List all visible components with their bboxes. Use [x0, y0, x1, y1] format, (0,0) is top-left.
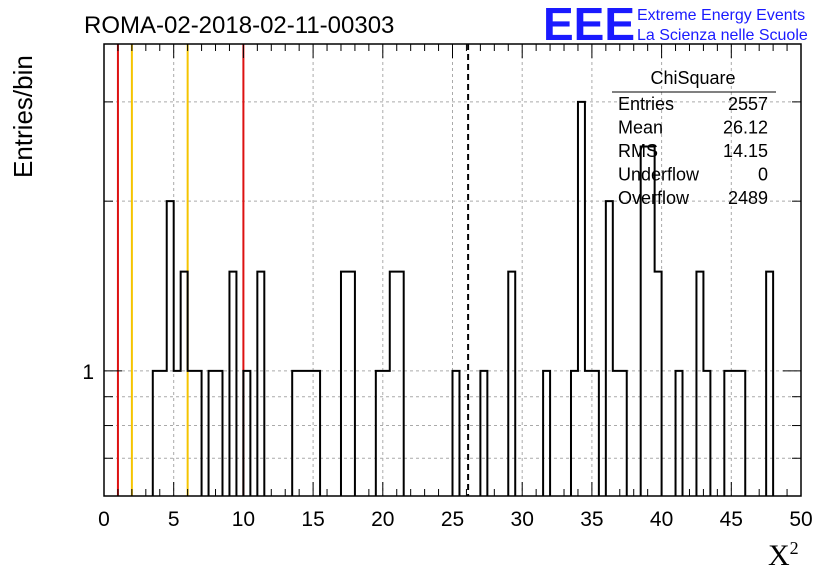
x-tick-label: 10	[232, 508, 255, 531]
x-axis-title-base: X	[768, 539, 790, 572]
stats-title: ChiSquare	[650, 68, 735, 88]
stats-box: ChiSquare Entries 2557 Mean 26.12 RMS 14.15 Un…	[612, 68, 776, 208]
stats-label: Underflow	[618, 165, 700, 185]
stats-label: Entries	[618, 94, 674, 114]
x-axis-title-superscript: 2	[790, 538, 799, 558]
x-tick-label: 20	[371, 508, 394, 531]
stats-label: Overflow	[618, 188, 690, 208]
x-tick-label: 5	[168, 508, 180, 531]
x-tick-label: 15	[301, 508, 324, 531]
stats-value: 2489	[728, 188, 768, 208]
y-axis-title: Entries/bin	[8, 55, 38, 178]
x-tick-label: 25	[441, 508, 464, 531]
stats-value: 2557	[728, 94, 768, 114]
stats-label: Mean	[618, 118, 663, 138]
logo-mark: EEE	[543, 0, 635, 50]
y-tick-labels: 1	[82, 361, 94, 384]
x-tick-label: 0	[98, 508, 110, 531]
logo-line-1: Extreme Energy Events	[637, 7, 805, 24]
stats-value: 26.12	[723, 118, 768, 138]
histogram-outline	[151, 100, 775, 496]
stats-label: RMS	[618, 141, 658, 161]
x-tick-label: 30	[511, 508, 534, 531]
stats-value: 0	[758, 165, 768, 185]
plot-frame	[103, 43, 802, 497]
y-tick-label: 1	[82, 361, 94, 384]
eee-logo: EEE Extreme Energy Events La Scienza nel…	[543, 0, 808, 50]
x-tick-label: 40	[650, 508, 673, 531]
x-tick-label: 35	[580, 508, 603, 531]
x-tick-label: 50	[789, 508, 812, 531]
chart-title: ROMA-02-2018-02-11-00303	[84, 12, 394, 39]
logo-line-2: La Scienza nelle Scuole	[637, 27, 808, 44]
x-axis-title: X2	[768, 538, 799, 572]
x-tick-label: 45	[720, 508, 743, 531]
axis-ticks	[103, 44, 802, 497]
stats-value: 14.15	[723, 141, 768, 161]
x-tick-labels: 0 5 10 15 20 25 30 35 40 45 50	[98, 508, 813, 531]
